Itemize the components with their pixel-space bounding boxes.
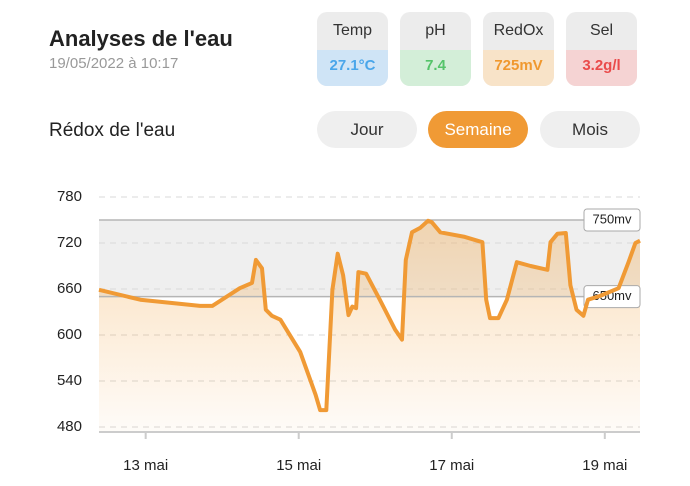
stat-card[interactable]: Sel 3.2g/l — [566, 12, 637, 86]
y-tick-label: 480 — [57, 418, 82, 435]
y-tick-label: 660 — [57, 280, 82, 297]
stat-label: RedOx — [493, 22, 544, 39]
reference-label: 650mv — [592, 288, 632, 303]
x-tick-label: 19 mai — [582, 457, 627, 474]
x-tick-label: 15 mai — [276, 457, 321, 474]
y-tick-label: 720 — [57, 234, 82, 251]
x-tick-label: 13 mai — [123, 457, 168, 474]
stat-value: 725mV — [483, 50, 554, 86]
stat-value: 27.1°C — [317, 50, 388, 86]
area-fill — [99, 220, 640, 432]
stat-card[interactable]: Temp 27.1°C — [317, 12, 388, 86]
reference-label-box — [583, 285, 641, 309]
stat-value: 3.2g/l — [566, 50, 637, 86]
stat-card[interactable]: RedOx 725mV — [483, 12, 554, 86]
stat-label: Temp — [332, 22, 373, 39]
reference-label-box — [583, 208, 641, 232]
section-title: Rédox de l'eau — [49, 120, 176, 141]
x-tick-label: 17 mai — [429, 457, 474, 474]
line — [98, 218, 641, 413]
y-tick-label: 780 — [57, 188, 82, 205]
range-tab[interactable]: Jour — [317, 111, 417, 148]
y-tick-label: 600 — [57, 326, 82, 343]
stat-card[interactable]: pH 7.4 — [400, 12, 471, 86]
reference-label: 750mv — [592, 211, 632, 226]
range-tab[interactable]: Semaine — [428, 111, 528, 148]
range-tab[interactable]: Mois — [540, 111, 640, 148]
stat-label: pH — [425, 22, 446, 39]
stat-value: 7.4 — [400, 50, 471, 86]
stat-label: Sel — [589, 22, 614, 39]
page-title: Analyses de l'eau — [49, 26, 233, 51]
timestamp: 19/05/2022 à 10:17 — [49, 55, 179, 72]
y-tick-label: 540 — [57, 372, 82, 389]
